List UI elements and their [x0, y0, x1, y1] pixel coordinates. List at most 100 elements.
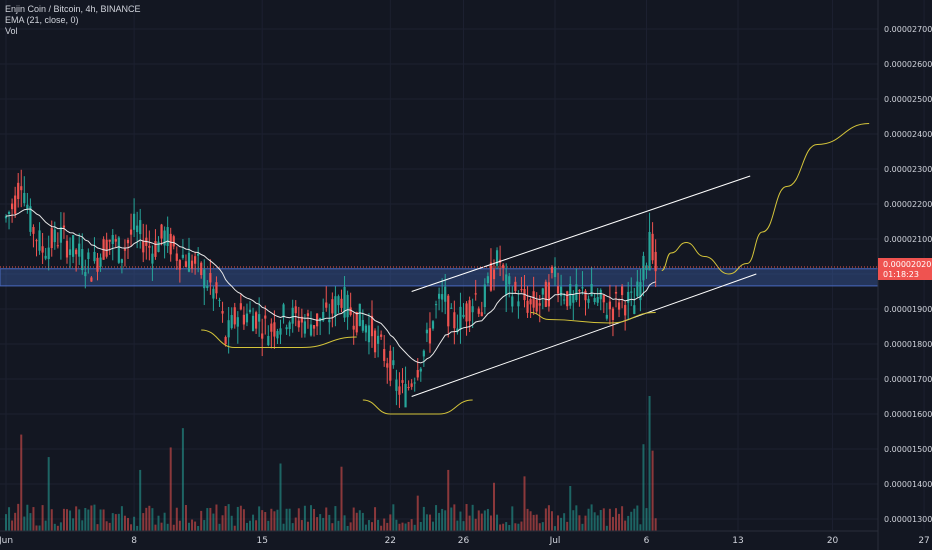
volume-bar: [139, 469, 142, 531]
volume-bar: [352, 507, 355, 531]
candle-body: [303, 321, 306, 334]
volume-bar: [621, 506, 624, 531]
volume-bar: [618, 513, 621, 531]
candle-body: [7, 211, 11, 214]
volume-bar: [358, 510, 361, 531]
volume-bar: [148, 505, 151, 531]
legend-symbol[interactable]: Enjin Coin / Bitcoin, 4h, BINANCE: [5, 4, 141, 14]
volume-bar: [53, 523, 56, 531]
x-tick-label: 8: [131, 536, 137, 546]
volume-bar: [654, 518, 657, 531]
candle-body: [602, 295, 605, 303]
candle-body: [459, 306, 462, 330]
volume-bar: [206, 508, 209, 531]
y-tick-label: 0.00001700: [884, 375, 932, 384]
candle-body: [450, 307, 453, 309]
channel-lower-line[interactable]: [411, 273, 757, 397]
volume-bar: [294, 517, 297, 531]
volume-bar: [285, 508, 288, 531]
volume-bar: [227, 504, 230, 531]
candle-body: [157, 241, 160, 252]
rounded-bottom-arc-1[interactable]: [201, 329, 357, 349]
channel-upper-line[interactable]: [411, 175, 751, 292]
candle-body: [258, 314, 261, 322]
volume-bar: [224, 506, 227, 531]
volume-bar: [404, 523, 407, 531]
volume-bar: [78, 509, 81, 531]
candle-body: [123, 248, 127, 251]
x-tick-label: 15: [256, 536, 267, 546]
volume-bar: [184, 505, 187, 531]
candle-body: [309, 324, 313, 336]
volume-bar: [47, 457, 50, 531]
volume-bar: [523, 476, 526, 531]
volume-bar: [444, 510, 447, 531]
volume-bar: [172, 524, 175, 531]
volume-bar: [383, 518, 386, 531]
volume-bar: [419, 521, 422, 531]
volume-bar: [590, 504, 593, 531]
volume-bar: [425, 514, 428, 531]
volume-bar: [75, 506, 78, 531]
candle-body: [151, 253, 154, 264]
volume-bar: [8, 507, 11, 531]
volume-bar: [69, 510, 72, 531]
candle-body: [84, 272, 87, 277]
candle-body: [404, 383, 407, 408]
candle-body: [105, 239, 108, 257]
volume-bar: [310, 505, 312, 531]
volume-bar: [331, 523, 334, 531]
ema-21-line[interactable]: [5, 208, 656, 364]
candle-body: [154, 240, 157, 257]
candle-body: [410, 383, 413, 387]
candle-body: [370, 315, 374, 337]
candle-body: [441, 294, 444, 300]
y-tick-label: 0.00002400: [884, 130, 932, 139]
volume-bar: [483, 510, 486, 531]
volume-bar: [258, 506, 261, 531]
candle-body: [413, 382, 416, 384]
legend-vol[interactable]: Vol: [5, 26, 18, 36]
candle-body: [133, 213, 136, 230]
volume-bar: [233, 525, 236, 531]
candle-body: [636, 281, 639, 297]
candle-body: [99, 257, 102, 267]
volume-bar: [374, 507, 377, 531]
volume-bar: [422, 506, 425, 531]
legend-ema[interactable]: EMA (21, close, 0): [5, 15, 79, 25]
volume-bar: [538, 523, 541, 531]
y-tick-label: 0.00001600: [884, 410, 932, 419]
volume-bar: [102, 509, 105, 531]
candle-body: [288, 322, 291, 330]
candles: [4, 169, 657, 408]
projection-curve[interactable]: [661, 123, 870, 275]
candle-body: [599, 289, 602, 300]
candle-body: [596, 297, 599, 303]
volume-bar: [11, 520, 14, 531]
volume-bar: [84, 507, 87, 531]
volume-bar: [547, 505, 550, 531]
rounded-bottom-arc-3[interactable]: [530, 312, 656, 324]
volume-bar: [50, 509, 53, 531]
volume-bar: [32, 507, 35, 531]
candle-body: [47, 247, 50, 260]
volume-bar: [447, 469, 450, 531]
candle-body: [59, 227, 62, 243]
candle-body: [422, 350, 425, 357]
volume-bar: [496, 514, 499, 531]
candle-body: [407, 386, 410, 388]
candle-body: [285, 327, 288, 330]
volume-bar: [151, 508, 154, 531]
rounded-bottom-arc-2[interactable]: [362, 399, 473, 415]
volume-bar: [380, 525, 383, 531]
volume-bar: [145, 507, 148, 531]
volume-bar: [35, 525, 38, 531]
x-tick-label: Jul: [549, 536, 561, 546]
price-axis[interactable]: 0.00001300 0.00001400 0.00001500 0.00001600…: [877, 0, 932, 550]
candle-body: [312, 325, 316, 329]
time-axis[interactable]: Jun 8 15 22 26 Jul 6 13 20 27: [0, 530, 930, 546]
volume-bar: [99, 509, 102, 531]
candle-body: [14, 195, 17, 214]
